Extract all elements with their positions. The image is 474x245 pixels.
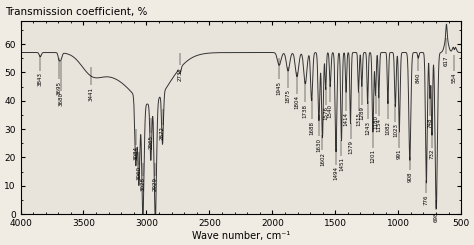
X-axis label: Wave number, cm⁻¹: Wave number, cm⁻¹ <box>192 231 290 241</box>
Text: 1494: 1494 <box>334 166 338 180</box>
Text: 617: 617 <box>444 55 449 66</box>
Text: 1630: 1630 <box>317 138 321 152</box>
Text: 3695: 3695 <box>56 81 62 95</box>
Text: 1180: 1180 <box>373 115 378 129</box>
Text: 1243: 1243 <box>365 121 370 135</box>
Text: 1576: 1576 <box>323 106 328 120</box>
Text: 1738: 1738 <box>303 104 308 118</box>
Text: 991: 991 <box>397 149 402 159</box>
Text: 1082: 1082 <box>385 121 391 135</box>
Text: 840: 840 <box>416 72 421 83</box>
Text: 698: 698 <box>434 211 439 222</box>
Text: 1414: 1414 <box>344 112 349 126</box>
Text: 2872: 2872 <box>160 126 165 140</box>
Text: 2965: 2965 <box>148 135 154 149</box>
Text: 1540: 1540 <box>328 104 333 118</box>
Text: 748: 748 <box>428 118 432 128</box>
Text: 3441: 3441 <box>89 86 93 100</box>
Text: 1875: 1875 <box>285 89 291 103</box>
Text: 1804: 1804 <box>294 95 300 109</box>
Text: 2929: 2929 <box>153 177 158 191</box>
Text: 1154: 1154 <box>376 118 382 132</box>
Text: 3843: 3843 <box>38 72 43 86</box>
Text: 1379: 1379 <box>348 140 353 154</box>
Text: 1602: 1602 <box>320 152 325 166</box>
Text: 732: 732 <box>429 149 435 159</box>
Text: 3680: 3680 <box>58 92 64 106</box>
Text: 3084: 3084 <box>133 146 138 160</box>
Text: 1023: 1023 <box>393 123 398 137</box>
Text: 2732: 2732 <box>178 67 182 81</box>
Text: 776: 776 <box>424 194 429 205</box>
Text: 554: 554 <box>452 72 457 83</box>
Text: 3060: 3060 <box>137 166 141 180</box>
Text: 1201: 1201 <box>371 149 375 163</box>
Text: 1688: 1688 <box>309 121 314 135</box>
Text: Transmission coefficient, %: Transmission coefficient, % <box>5 7 147 17</box>
Text: 1945: 1945 <box>277 81 282 95</box>
Text: 3028: 3028 <box>140 177 146 191</box>
Text: 1315: 1315 <box>356 112 361 126</box>
Text: 1289: 1289 <box>359 106 365 120</box>
Text: 1451: 1451 <box>339 158 344 171</box>
Text: 908: 908 <box>407 172 412 182</box>
